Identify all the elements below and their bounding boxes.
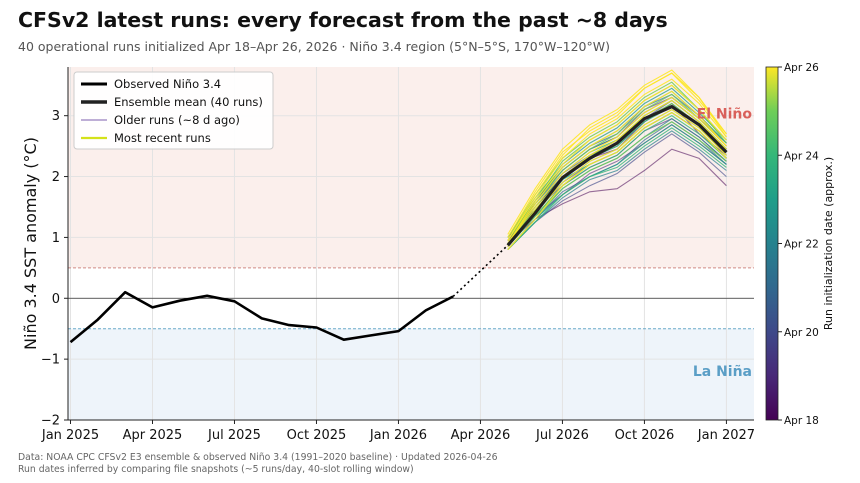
el-nino-label: El Niño xyxy=(697,107,753,123)
colorbar-tick-label: Apr 20 xyxy=(784,327,819,339)
ensemble-run-line xyxy=(507,121,727,250)
x-tick-label: Jul 2026 xyxy=(535,428,589,443)
ensemble-run-line xyxy=(507,130,727,250)
axes-frame xyxy=(64,67,754,424)
x-tick-label: Oct 2025 xyxy=(287,428,347,443)
y-tick-label: 3 xyxy=(52,109,60,124)
ensemble-run-line xyxy=(507,81,727,238)
colorbar-tick-label: Apr 22 xyxy=(784,239,819,251)
legend-label-observed: Observed Niño 3.4 xyxy=(114,77,221,91)
ensemble-run-line xyxy=(507,96,727,244)
ensemble-mean-line xyxy=(506,105,728,247)
ensemble-run-line xyxy=(507,69,727,235)
ensemble-run-line xyxy=(507,93,727,244)
ensemble-run-line xyxy=(507,72,727,241)
x-tick-label: Apr 2026 xyxy=(451,428,511,443)
colorbar-tick-label: Apr 18 xyxy=(784,415,819,427)
footer-method-line: Run dates inferred by comparing file sna… xyxy=(18,463,414,475)
observed-line xyxy=(69,290,454,344)
y-tick-label: −2 xyxy=(41,414,60,429)
background-regions xyxy=(68,67,754,420)
x-tick-label: Jan 2025 xyxy=(41,428,99,443)
y-axis-label: Niño 3.4 SST anomaly (°C) xyxy=(21,137,40,350)
x-tick-label: Jul 2025 xyxy=(207,428,261,443)
colorbar-gradient xyxy=(765,66,779,421)
y-tick-label: 1 xyxy=(52,231,60,246)
la-nina-label: La Niña xyxy=(693,364,752,380)
ensemble-run-line xyxy=(507,78,727,241)
ensemble-run-line xyxy=(507,72,727,238)
ensemble-run-line xyxy=(507,90,727,244)
ensemble-run-line xyxy=(507,124,727,250)
y-tick-label: −1 xyxy=(41,353,60,368)
legend: Observed Niño 3.4 Ensemble mean (40 runs)… xyxy=(73,71,274,150)
x-tick-label: Jan 2026 xyxy=(369,428,427,443)
footer-notes: Data: NOAA CPC CFSv2 E3 ensemble & obser… xyxy=(18,452,498,475)
axis-labels: Jan 2025 Apr 2025 Jul 2025 Oct 2025 Jan 2026… xyxy=(21,109,755,443)
ensemble-run-line xyxy=(507,84,727,244)
data-series: El Niño La Niña xyxy=(68,69,754,380)
legend-label-mean: Ensemble mean (40 runs) xyxy=(114,95,263,109)
ensemble-run-line xyxy=(507,111,727,250)
y-tick-label: 0 xyxy=(52,292,60,307)
colorbar-tick-label: Apr 26 xyxy=(784,62,819,74)
colorbar: Apr 18 Apr 20 Apr 22 Apr 24 Apr 26 Run initia… xyxy=(765,62,835,427)
la-nina-region xyxy=(68,328,754,420)
ensemble-run-line xyxy=(507,133,727,250)
ensemble-run-line xyxy=(507,127,727,250)
footer-source-line: Data: NOAA CPC CFSv2 E3 ensemble & obser… xyxy=(18,452,498,463)
x-tick-label: Oct 2026 xyxy=(615,428,675,443)
chart-subtitle: 40 operational runs initialized Apr 18–A… xyxy=(18,39,610,54)
legend-label-recent: Most recent runs xyxy=(114,131,211,145)
y-tick-label: 2 xyxy=(52,170,60,185)
legend-box xyxy=(73,71,274,150)
x-tick-label: Jan 2027 xyxy=(697,428,755,443)
legend-label-older: Older runs (~8 d ago) xyxy=(114,113,240,127)
chart-title: CFSv2 latest runs: every forecast from t… xyxy=(18,8,668,32)
colorbar-tick-label: Apr 24 xyxy=(784,150,819,162)
colorbar-label: Run initialization date (approx.) xyxy=(822,157,835,330)
x-tick-label: Apr 2025 xyxy=(123,428,183,443)
